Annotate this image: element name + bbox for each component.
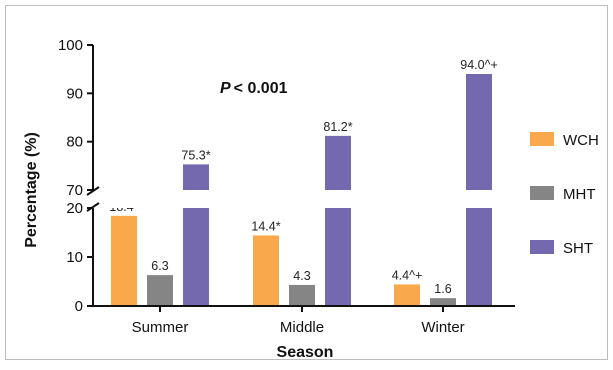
chart-border xyxy=(5,5,608,360)
y-tick-label-100: 100 xyxy=(58,37,83,54)
bar-layer: 18.4*6.375.3*14.4*4.381.2*4.4^+1.694.0^+ xyxy=(94,58,516,306)
x-axis-title: Season xyxy=(277,344,334,361)
bar-wch-summer xyxy=(111,215,137,306)
data-label-sht-summer: 75.3* xyxy=(181,148,210,162)
legend-label-mht: MHT xyxy=(563,186,596,203)
p-value-annotation: P < 0.001 xyxy=(220,80,288,97)
data-label-wch-middle: 14.4* xyxy=(251,219,280,233)
legend-swatch-sht xyxy=(530,240,554,254)
x-tick-label-summer: Summer xyxy=(132,319,189,336)
bar-mht-winter xyxy=(430,298,456,306)
bar-sht-summer xyxy=(183,164,209,306)
bar-mht-middle xyxy=(289,284,315,306)
axis-break-band xyxy=(94,190,516,208)
data-label-mht-winter: 1.6 xyxy=(434,282,451,296)
y-tick-label-20: 20 xyxy=(66,200,83,217)
y-tick-label-90: 90 xyxy=(66,85,83,102)
data-label-mht-middle: 4.3 xyxy=(293,269,310,283)
bar-mht-summer xyxy=(147,275,173,306)
p-value-symbol: P xyxy=(220,80,231,97)
y-tick-label-0: 0 xyxy=(75,298,83,315)
legend-label-sht: SHT xyxy=(563,240,593,257)
legend-swatch-wch xyxy=(530,132,554,146)
legend-swatch-mht xyxy=(530,186,554,200)
x-tick-label-winter: Winter xyxy=(421,319,464,336)
data-label-sht-middle: 81.2* xyxy=(323,120,352,134)
data-label-wch-winter: 4.4^+ xyxy=(392,268,423,282)
data-label-mht-summer: 6.3 xyxy=(151,259,168,273)
y-axis-title: Percentage (%) xyxy=(23,132,40,248)
y-tick-label-10: 10 xyxy=(66,249,83,266)
x-tick-label-middle: Middle xyxy=(280,319,324,336)
legend: WCH MHT SHT xyxy=(530,132,599,257)
y-tick-label-80: 80 xyxy=(66,134,83,151)
data-label-sht-winter: 94.0^+ xyxy=(460,58,498,72)
bar-sht-middle xyxy=(325,135,351,306)
bar-wch-middle xyxy=(253,235,279,306)
bar-wch-winter xyxy=(394,284,420,306)
legend-label-wch: WCH xyxy=(563,132,599,149)
y-tick-label-70: 70 xyxy=(66,182,83,199)
p-value-threshold: < 0.001 xyxy=(234,80,288,97)
